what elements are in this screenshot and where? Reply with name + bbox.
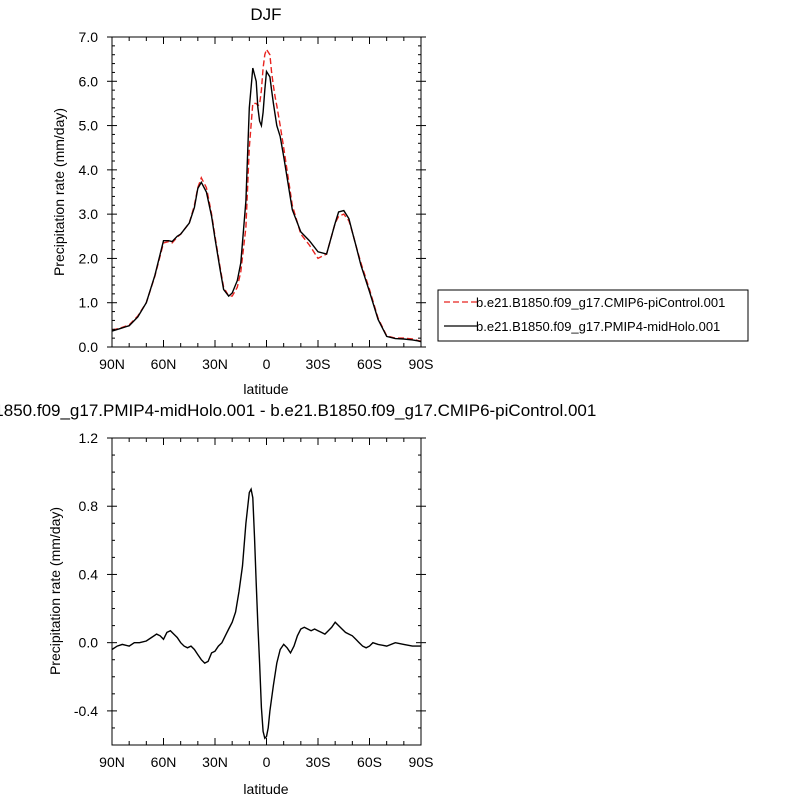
top-x-axis-label: latitude xyxy=(243,381,288,397)
top-x-tick-label: 0 xyxy=(263,356,271,372)
top-series-group xyxy=(111,47,422,343)
top-panel: DJF 90N 60N 30N 0 30S 60S 90S 0.0 1.0 2.0 3.0 4.0 5.… xyxy=(51,5,433,397)
bottom-y-tick-label: 0.4 xyxy=(79,566,99,582)
legend-box xyxy=(437,289,749,342)
bottom-chart-title: b.e21.B1850.f09_g17.PMIP4-midHolo.001 - … xyxy=(0,401,596,420)
bottom-plot-frame xyxy=(111,437,422,746)
bottom-y-tick-label: 0.0 xyxy=(79,635,99,651)
top-x-tick-label: 60N xyxy=(151,356,177,372)
top-axes-group: 90N 60N 30N 0 30S 60S 90S 0.0 1.0 2.0 3.0 4.0 5.0 6.0… xyxy=(79,29,434,372)
top-y-tick-label: 3.0 xyxy=(79,206,99,222)
bottom-x-tick-label: 90S xyxy=(409,754,434,770)
legend-label-midholo: b.e21.B1850.f09_g17.PMIP4-midHolo.001 xyxy=(476,319,720,334)
top-y-tick-label: 1.0 xyxy=(79,295,99,311)
top-x-tick-label: 90S xyxy=(409,356,434,372)
bottom-panel: b.e21.B1850.f09_g17.PMIP4-midHolo.001 - … xyxy=(0,401,596,797)
bottom-y-tick-label: 0.8 xyxy=(79,498,99,514)
bottom-x-tick-label: 0 xyxy=(263,754,271,770)
bottom-x-tick-label: 30N xyxy=(202,754,228,770)
bottom-series-group xyxy=(111,487,421,740)
top-x-tick-label: 30N xyxy=(202,356,228,372)
bottom-x-axis-label: latitude xyxy=(243,781,288,797)
top-y-tick-label: 5.0 xyxy=(79,118,99,134)
bottom-x-tick-label: 90N xyxy=(99,754,125,770)
legend: b.e21.B1850.f09_g17.CMIP6-piControl.001 … xyxy=(437,289,749,342)
top-x-tick-label: 90N xyxy=(99,356,125,372)
top-series-line-1 xyxy=(111,47,422,342)
top-y-tick-label: 4.0 xyxy=(79,162,99,178)
top-y-tick-label: 7.0 xyxy=(79,29,99,45)
top-chart-title: DJF xyxy=(250,5,281,24)
bottom-x-tick-label: 60N xyxy=(151,754,177,770)
top-y-tick-label: 6.0 xyxy=(79,73,99,89)
bottom-y-tick-label: 1.2 xyxy=(79,430,99,446)
top-x-tick-label: 30S xyxy=(306,356,331,372)
top-series-line-2 xyxy=(111,67,422,343)
bottom-y-axis-label: Precipitation rate (mm/day) xyxy=(47,507,63,675)
bottom-series-line-1 xyxy=(111,487,421,740)
top-plot-frame xyxy=(111,36,422,348)
legend-label-picontrol: b.e21.B1850.f09_g17.CMIP6-piControl.001 xyxy=(476,295,725,310)
top-y-tick-label: 0.0 xyxy=(79,339,99,355)
top-y-axis-label: Precipitation rate (mm/day) xyxy=(51,108,67,276)
bottom-x-tick-label: 60S xyxy=(357,754,382,770)
bottom-x-tick-label: 30S xyxy=(306,754,331,770)
top-x-tick-label: 60S xyxy=(357,356,382,372)
bottom-y-tick-label: -0.4 xyxy=(74,703,98,719)
top-y-tick-label: 2.0 xyxy=(79,250,99,266)
bottom-axes-group: 90N 60N 30N 0 30S 60S 90S -0.4 0.0 0.4 0.8 1.2 xyxy=(74,430,434,770)
